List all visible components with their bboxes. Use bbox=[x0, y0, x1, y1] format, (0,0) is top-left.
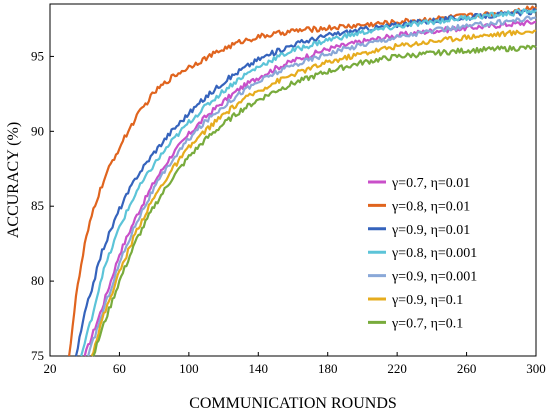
legend-label: γ=0.8, η=0.001 bbox=[391, 246, 477, 261]
y-tick-label: 85 bbox=[31, 198, 44, 213]
x-tick-label: 300 bbox=[526, 361, 546, 376]
x-tick-label: 260 bbox=[457, 361, 477, 376]
y-tick-label: 90 bbox=[31, 123, 44, 138]
series-line bbox=[90, 29, 537, 357]
x-tick-label: 220 bbox=[387, 361, 407, 376]
x-tick-label: 140 bbox=[249, 361, 269, 376]
y-tick-label: 80 bbox=[31, 273, 44, 288]
series-line bbox=[92, 44, 537, 357]
x-tick-label: 60 bbox=[113, 361, 126, 376]
legend-label: γ=0.9, η=0.1 bbox=[391, 293, 463, 308]
series-layer bbox=[68, 5, 537, 357]
legend-label: γ=0.9, η=0.01 bbox=[391, 223, 470, 238]
y-tick-label: 95 bbox=[31, 48, 44, 63]
series-line bbox=[87, 15, 537, 357]
legend-label: γ=0.8, η=0.01 bbox=[391, 199, 470, 214]
x-tick-label: 180 bbox=[318, 361, 338, 376]
x-axis-title: COMMUNICATION ROUNDS bbox=[189, 395, 397, 412]
legend-label: γ=0.7, η=0.1 bbox=[391, 316, 463, 331]
legend: γ=0.7, η=0.01 γ=0.8, η=0.01 γ=0.9, η=0.01 γ… bbox=[368, 176, 477, 331]
legend-label: γ=0.7, η=0.01 bbox=[391, 176, 470, 191]
x-tick-label: 100 bbox=[179, 361, 199, 376]
y-tick-label: 75 bbox=[31, 348, 44, 363]
y-axis-ticks: 75 80 85 90 95 bbox=[31, 48, 54, 363]
series-line bbox=[68, 5, 537, 357]
legend-label: γ=0.9, η=0.001 bbox=[391, 270, 477, 285]
x-axis-ticks: 20 60 100 140 180 220 260 300 bbox=[44, 352, 546, 376]
series-line bbox=[80, 8, 537, 357]
plot-frame bbox=[49, 3, 537, 357]
x-tick-label: 20 bbox=[44, 361, 57, 376]
y-axis-title: ACCURACY (%) bbox=[5, 122, 22, 238]
